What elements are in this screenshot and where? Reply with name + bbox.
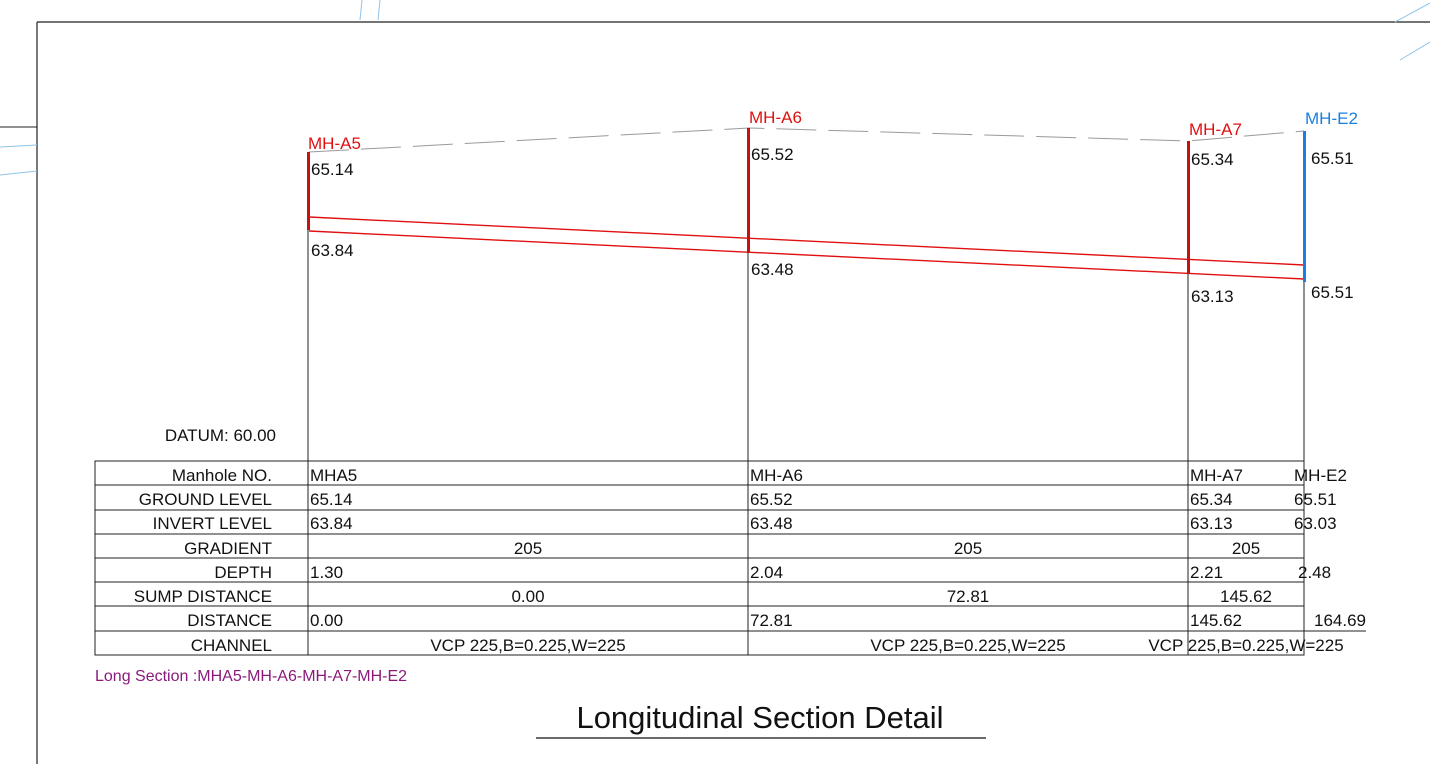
table-row-gradient: 205 205 205 <box>514 539 1260 558</box>
cell: 63.13 <box>1190 514 1233 533</box>
table-row-depth: 1.30 2.04 2.21 2.48 <box>310 563 1331 582</box>
ground-value-e2: 65.51 <box>1311 149 1354 168</box>
cell: 2.04 <box>750 563 783 582</box>
cell: MHA5 <box>310 466 357 485</box>
table-row-ground-level: 65.14 65.52 65.34 65.51 <box>310 490 1337 509</box>
row-label: DISTANCE <box>187 611 272 630</box>
manhole-label-a5: MH-A5 <box>308 134 361 153</box>
ground-value-a6: 65.52 <box>751 145 794 164</box>
cell: 63.84 <box>310 514 353 533</box>
data-table-grid <box>94 460 1366 656</box>
ground-value-a7: 65.34 <box>1191 150 1234 169</box>
cell: 1.30 <box>310 563 343 582</box>
manhole-shaft-e2 <box>1303 131 1306 282</box>
cell: VCP 225,B=0.225,W=225 <box>1148 636 1343 655</box>
table-row-sump-distance: 0.00 72.81 145.62 <box>511 587 1272 606</box>
stray-cad-lines <box>0 0 1430 176</box>
datum-label: DATUM: 60.00 <box>165 426 276 445</box>
cell: 63.48 <box>750 514 793 533</box>
cell: 65.52 <box>750 490 793 509</box>
cell: 72.81 <box>947 587 990 606</box>
cell: MH-E2 <box>1294 466 1347 485</box>
manhole-label-a7: MH-A7 <box>1189 120 1242 139</box>
cell: 205 <box>1232 539 1260 558</box>
invert-value-a6: 63.48 <box>751 260 794 279</box>
table-row-channel: VCP 225,B=0.225,W=225 VCP 225,B=0.225,W=… <box>430 636 1343 655</box>
cell: 63.03 <box>1294 514 1337 533</box>
cell: 164.69 <box>1314 611 1366 630</box>
table-row-labels: Manhole NO. GROUND LEVEL INVERT LEVEL GR… <box>134 466 272 655</box>
cell: 65.34 <box>1190 490 1233 509</box>
cell: VCP 225,B=0.225,W=225 <box>870 636 1065 655</box>
row-label: GROUND LEVEL <box>139 490 272 509</box>
cell: 145.62 <box>1190 611 1242 630</box>
cell: 72.81 <box>750 611 793 630</box>
row-label: Manhole NO. <box>172 466 272 485</box>
row-label: DEPTH <box>214 563 272 582</box>
cell: VCP 225,B=0.225,W=225 <box>430 636 625 655</box>
invert-value-a5: 63.84 <box>311 241 354 260</box>
cell: 145.62 <box>1220 587 1272 606</box>
ground-line <box>308 127 1305 153</box>
ground-value-a5: 65.14 <box>311 160 354 179</box>
row-label: CHANNEL <box>191 636 272 655</box>
station-lines <box>307 228 1305 655</box>
drawing-title: Longitudinal Section Detail <box>576 700 943 735</box>
manhole-label-a6: MH-A6 <box>749 108 802 127</box>
row-label: GRADIENT <box>184 539 272 558</box>
cell: 65.14 <box>310 490 353 509</box>
manhole-shaft-a7 <box>1187 141 1190 274</box>
row-label: SUMP DISTANCE <box>134 587 272 606</box>
invert-value-e2: 65.51 <box>1311 283 1354 302</box>
cell: MH-A6 <box>750 466 803 485</box>
invert-value-a7: 63.13 <box>1191 287 1234 306</box>
row-label: INVERT LEVEL <box>153 514 272 533</box>
pipe-crown-line <box>308 216 1305 266</box>
cell: 205 <box>954 539 982 558</box>
table-row-manhole-no: MHA5 MH-A6 MH-A7 MH-E2 <box>310 466 1347 485</box>
cell: 205 <box>514 539 542 558</box>
cell: 2.48 <box>1298 563 1331 582</box>
manhole-shaft-a6 <box>747 128 750 252</box>
pipe-invert-line <box>308 230 1305 280</box>
cell: 0.00 <box>511 587 544 606</box>
cell: 0.00 <box>310 611 343 630</box>
cell: 65.51 <box>1294 490 1337 509</box>
long-section-caption: Long Section :MHA5-MH-A6-MH-A7-MH-E2 <box>95 668 407 685</box>
table-row-invert-level: 63.84 63.48 63.13 63.03 <box>310 514 1337 533</box>
manhole-label-e2: MH-E2 <box>1305 109 1358 128</box>
cell: 2.21 <box>1190 563 1223 582</box>
table-row-distance: 0.00 72.81 145.62 164.69 <box>310 611 1366 630</box>
manhole-shaft-a5 <box>307 152 310 230</box>
cell: MH-A7 <box>1190 466 1243 485</box>
